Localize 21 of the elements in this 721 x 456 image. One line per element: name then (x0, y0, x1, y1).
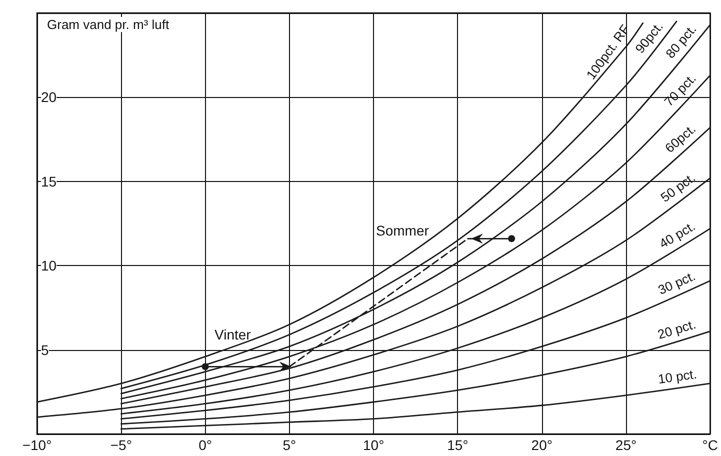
text: 20 pct. (656, 316, 698, 342)
annotation: Vinter (214, 326, 252, 343)
annotation: Sommer (376, 222, 430, 239)
x-tick-label: 20° (531, 437, 552, 453)
text: 30 pct. (656, 268, 698, 298)
y-axis-title: Gram vand pr. m³ luft (47, 17, 170, 32)
x-tick-label: −10° (22, 437, 52, 453)
y-tick-label: 20 (41, 89, 57, 106)
x-tick-label: 0° (198, 437, 212, 453)
text: 80 pct. (662, 22, 700, 62)
text: 10 pct. (657, 366, 698, 387)
x-tick-label: 10° (362, 437, 384, 453)
x-tick-label: 15° (447, 437, 468, 453)
y-tick-label: 5 (41, 342, 49, 358)
x-tick-label: 5° (282, 437, 296, 453)
x-tick-label: 25° (615, 437, 637, 453)
y-tick-label: 15 (41, 173, 57, 190)
x-tick-label: °C (702, 437, 718, 453)
text: 40 pct. (656, 218, 698, 252)
y-tick-label: 10 (41, 258, 57, 274)
x-tick-label: −5° (110, 437, 132, 453)
